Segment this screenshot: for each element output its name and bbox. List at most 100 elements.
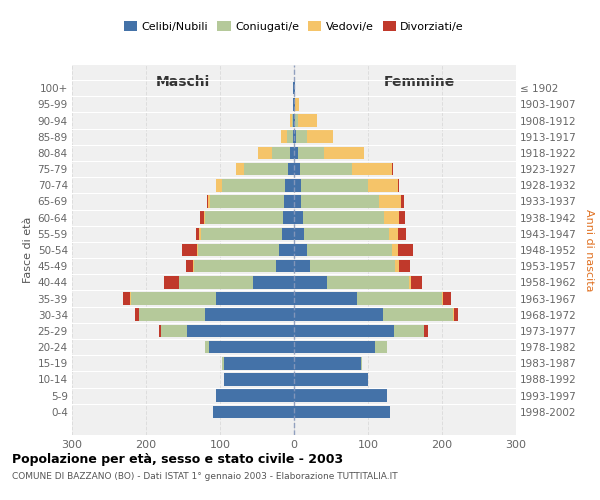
Bar [401, 195, 404, 208]
Bar [275, 260, 294, 272]
Bar [293, 98, 294, 110]
Bar [294, 82, 295, 94]
Bar [323, 146, 364, 159]
Bar [294, 276, 328, 288]
Bar [294, 308, 383, 321]
Bar [395, 260, 399, 272]
Bar [161, 324, 187, 337]
Bar [307, 130, 333, 143]
Bar [394, 324, 424, 337]
Bar [284, 195, 294, 208]
Legend: Celibi/Nubili, Coniugati/e, Vedovi/e, Divorziati/e: Celibi/Nubili, Coniugati/e, Vedovi/e, Di… [119, 17, 469, 36]
Bar [443, 292, 451, 305]
Bar [294, 179, 301, 192]
Bar [292, 114, 293, 127]
Bar [208, 195, 211, 208]
Bar [303, 212, 384, 224]
Y-axis label: Fasce di età: Fasce di età [23, 217, 34, 283]
Bar [298, 146, 323, 159]
Bar [399, 260, 410, 272]
Bar [294, 228, 304, 240]
Bar [392, 244, 398, 256]
Bar [196, 228, 199, 240]
Bar [215, 179, 216, 192]
Bar [187, 324, 294, 337]
Bar [212, 406, 294, 418]
Bar [160, 324, 161, 337]
Bar [328, 276, 409, 288]
Bar [211, 195, 284, 208]
Bar [294, 390, 386, 402]
Bar [383, 308, 453, 321]
Bar [301, 179, 368, 192]
Bar [307, 244, 392, 256]
Bar [182, 244, 197, 256]
Bar [209, 341, 294, 353]
Bar [164, 276, 179, 288]
Bar [193, 260, 194, 272]
Text: COMUNE DI BAZZANO (BO) - Dati ISTAT 1° gennaio 2003 - Elaborazione TUTTITALIA.IT: COMUNE DI BAZZANO (BO) - Dati ISTAT 1° g… [12, 472, 398, 481]
Bar [130, 292, 131, 305]
Bar [290, 146, 294, 159]
Bar [201, 228, 282, 240]
Bar [294, 341, 376, 353]
Bar [294, 406, 390, 418]
Bar [287, 130, 293, 143]
Text: Femmine: Femmine [384, 76, 455, 90]
Bar [224, 357, 294, 370]
Bar [200, 212, 204, 224]
Bar [294, 114, 295, 127]
Bar [295, 114, 298, 127]
Bar [199, 228, 201, 240]
Bar [197, 244, 198, 256]
Bar [216, 292, 294, 305]
Bar [454, 308, 458, 321]
Bar [294, 357, 361, 370]
Bar [296, 130, 307, 143]
Bar [379, 195, 401, 208]
Bar [282, 228, 294, 240]
Bar [216, 390, 294, 402]
Bar [453, 308, 454, 321]
Bar [222, 357, 224, 370]
Y-axis label: Anni di nascita: Anni di nascita [584, 209, 594, 291]
Bar [259, 146, 272, 159]
Bar [399, 212, 405, 224]
Bar [294, 292, 357, 305]
Bar [288, 163, 294, 175]
Bar [301, 195, 379, 208]
Bar [253, 276, 294, 288]
Bar [205, 341, 209, 353]
Bar [131, 292, 216, 305]
Bar [205, 212, 283, 224]
Bar [294, 146, 298, 159]
Bar [194, 260, 275, 272]
Bar [205, 308, 294, 321]
Bar [186, 260, 193, 272]
Bar [357, 292, 442, 305]
Bar [398, 228, 406, 240]
Bar [294, 212, 303, 224]
Bar [294, 163, 300, 175]
Bar [368, 179, 398, 192]
Bar [279, 244, 294, 256]
Bar [392, 163, 393, 175]
Bar [300, 163, 352, 175]
Bar [281, 130, 287, 143]
Bar [244, 163, 288, 175]
Bar [290, 114, 292, 127]
Bar [310, 260, 395, 272]
Bar [411, 276, 422, 288]
Bar [293, 114, 294, 127]
Bar [285, 179, 294, 192]
Bar [204, 212, 205, 224]
Bar [352, 163, 392, 175]
Bar [295, 98, 299, 110]
Bar [198, 244, 279, 256]
Bar [283, 212, 294, 224]
Text: Maschi: Maschi [156, 76, 210, 90]
Bar [294, 324, 394, 337]
Bar [294, 373, 368, 386]
Bar [294, 195, 301, 208]
Bar [294, 244, 307, 256]
